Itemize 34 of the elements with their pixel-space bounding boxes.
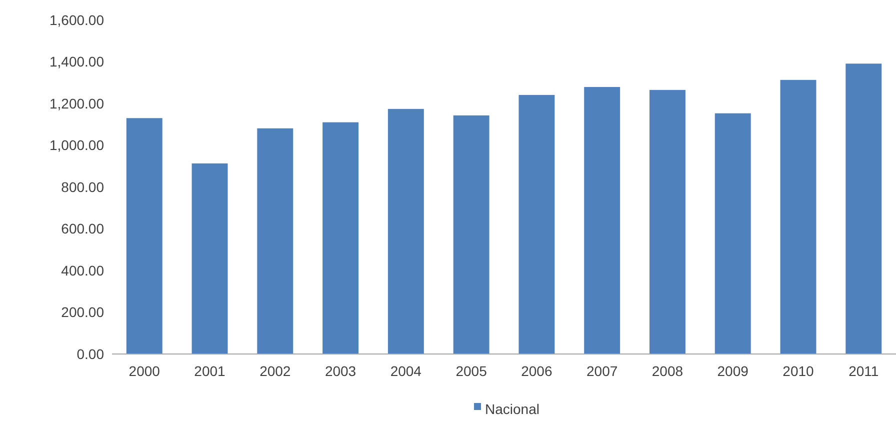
bar	[388, 108, 424, 354]
y-tick-label: 1,600.00	[50, 12, 104, 28]
y-tick-label: 1,400.00	[50, 54, 104, 70]
y-tick-label: 1,000.00	[50, 137, 104, 154]
x-tick-label: 2010	[782, 363, 814, 379]
legend-label: Nacional	[485, 400, 540, 417]
y-tick-label: 200.00	[61, 304, 104, 320]
x-tick-label: 2006	[521, 363, 552, 379]
x-tick-label: 2007	[586, 363, 618, 379]
bar	[126, 118, 162, 354]
bar	[584, 87, 620, 354]
y-tick-label: 400.00	[61, 262, 104, 278]
x-tick-label: 2002	[260, 363, 291, 379]
x-tick-label: 2000	[128, 363, 160, 379]
y-tick-label: 0.00	[76, 346, 104, 362]
y-tick-label: 1,200.00	[50, 95, 104, 112]
x-tick-label: 2008	[652, 363, 684, 379]
x-tick-label: 2009	[717, 363, 749, 379]
x-tick-label: 2003	[324, 363, 356, 379]
bar	[192, 163, 228, 354]
bar	[649, 90, 686, 354]
bar	[518, 94, 555, 354]
bar	[257, 128, 294, 354]
bar	[846, 64, 882, 354]
bar	[453, 115, 490, 354]
y-tick-label: 600.00	[61, 220, 104, 237]
bar	[780, 80, 816, 354]
bar	[322, 122, 359, 354]
x-tick-label: 2004	[390, 363, 422, 379]
bar	[714, 113, 751, 354]
y-tick-label: 800.00	[61, 178, 104, 195]
x-tick-label: 2005	[456, 363, 488, 379]
x-tick-label: 2011	[848, 363, 879, 379]
x-tick-label: 2001	[194, 363, 226, 379]
